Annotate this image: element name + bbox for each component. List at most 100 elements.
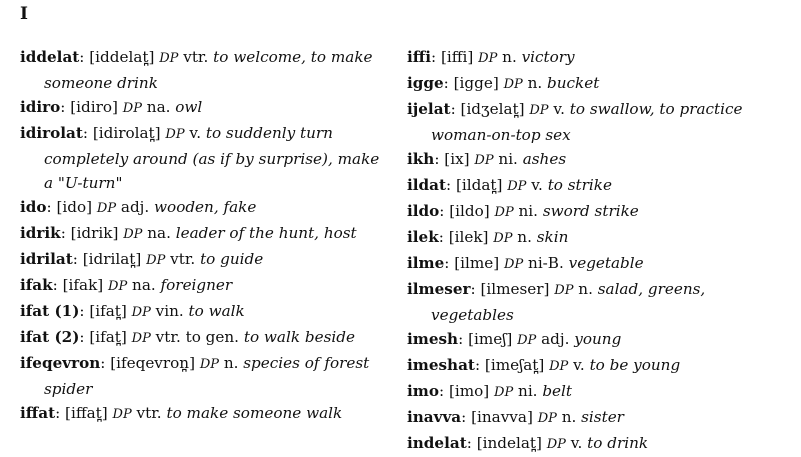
- entry-pronunciation: [idiro]: [70, 98, 118, 116]
- dictionary-entry: ifat (1): [ifat̪] DP vin. to walk: [20, 302, 245, 320]
- entry-pronunciation: [igge]: [453, 74, 499, 92]
- entry-source: DP: [549, 359, 569, 374]
- entry-gloss: species of forest spider: [44, 354, 370, 398]
- entry-headword: ildo: [407, 202, 440, 220]
- entry-part-of-speech: v.: [189, 124, 202, 142]
- entry-gloss: to guide: [200, 250, 264, 268]
- entry-source: DP: [537, 411, 557, 426]
- entry-source: DP: [131, 331, 151, 346]
- entry-headword: ikh: [407, 150, 435, 168]
- entry-source: DP: [123, 227, 143, 242]
- entry-source: DP: [112, 407, 132, 422]
- entry-source: DP: [504, 257, 524, 272]
- entry-pronunciation: [iddelat̪]: [89, 48, 155, 66]
- entry-pronunciation: [imo]: [448, 382, 490, 400]
- entry-pronunciation: [ido]: [56, 198, 93, 216]
- entry-source: DP: [131, 305, 151, 320]
- entry-source: DP: [165, 127, 185, 142]
- entry-headword: imeshat: [407, 356, 475, 374]
- entry-part-of-speech: v.: [573, 356, 585, 374]
- entry-pronunciation: [idirolat̪]: [92, 124, 161, 142]
- entry-pronunciation: [imeʃat̪]: [484, 356, 545, 374]
- entry-headword: ildat: [407, 176, 447, 194]
- left-column: iddelat: [iddelat̪] DP vtr. to welcome, …: [20, 45, 393, 427]
- entry-gloss: bucket: [547, 74, 600, 92]
- entry-gloss: sword strike: [542, 202, 639, 220]
- entry-pronunciation: [ilmeser]: [480, 280, 550, 298]
- entry-pronunciation: [ifeqevron̪]: [110, 354, 195, 372]
- entry-part-of-speech: v.: [531, 176, 543, 194]
- entry-headword: idrik: [20, 224, 61, 242]
- entry-headword: ilek: [407, 228, 439, 246]
- entry-headword: idrilat: [20, 250, 73, 268]
- entry-source: DP: [517, 333, 537, 348]
- entry-pronunciation: [ix]: [444, 150, 470, 168]
- entry-gloss: owl: [175, 98, 203, 116]
- entry-part-of-speech: adj.: [120, 198, 150, 216]
- dictionary-entry: ido: [ido] DP adj. wooden, fake: [20, 198, 257, 216]
- entry-source: DP: [474, 153, 494, 168]
- entry-source: DP: [108, 279, 128, 294]
- entry-headword: ido: [20, 198, 47, 216]
- entry-gloss-plain: to gen.: [185, 328, 240, 346]
- entry-pronunciation: [ilek]: [448, 228, 489, 246]
- entry-pronunciation: [idrilat̪]: [82, 250, 142, 268]
- section-letter: I: [20, 4, 28, 24]
- entry-gloss: to strike: [547, 176, 612, 194]
- entry-pronunciation: [imeʃ]: [468, 330, 513, 348]
- entry-part-of-speech: n.: [561, 408, 577, 426]
- entry-part-of-speech: vtr.: [170, 250, 196, 268]
- right-column: iffi: [iffi] DP n. victory igge: [igge] D…: [407, 45, 787, 457]
- entry-source: DP: [507, 179, 527, 194]
- entry-headword: ilme: [407, 254, 445, 272]
- entry-source: DP: [494, 385, 514, 400]
- entry-part-of-speech: ni.: [498, 150, 518, 168]
- entry-gloss: belt: [542, 382, 572, 400]
- entry-pronunciation: [indelat̪]: [476, 434, 542, 452]
- entry-part-of-speech: n.: [578, 280, 593, 298]
- entry-pronunciation: [ilme]: [454, 254, 500, 272]
- entry-gloss: foreigner: [160, 276, 233, 294]
- entry-source: DP: [503, 77, 523, 92]
- entry-pronunciation: [ifat̪]: [89, 328, 127, 346]
- entry-pronunciation: [ifak]: [62, 276, 104, 294]
- entry-gloss: to suddenly turn completely around (as i…: [44, 124, 380, 192]
- entry-headword: ilmeser: [407, 280, 471, 298]
- entry-part-of-speech: n.: [527, 74, 543, 92]
- entry-headword: iffat: [20, 404, 56, 422]
- entry-part-of-speech: na.: [147, 224, 171, 242]
- entry-headword: iffi: [407, 48, 432, 66]
- dictionary-entry: idrilat: [idrilat̪] DP vtr. to guide: [20, 250, 264, 268]
- dictionary-entry: ilmeser: [ilmeser] DP n. salad, greens, …: [407, 280, 706, 324]
- entry-gloss: salad, greens, vegetables: [431, 280, 706, 324]
- dictionary-entry: ildat: [ildat̪] DP v. to strike: [407, 176, 612, 194]
- dictionary-entry: imeshat: [imeʃat̪] DP v. to be young: [407, 356, 681, 374]
- entry-headword: ijelat: [407, 100, 451, 118]
- entry-source: DP: [478, 51, 498, 66]
- entry-gloss: to walk beside: [243, 328, 355, 346]
- dictionary-entry: idrik: [idrik] DP na. leader of the hunt…: [20, 224, 357, 242]
- dictionary-entry: idiro: [idiro] DP na. owl: [20, 98, 203, 116]
- entry-part-of-speech: vin.: [155, 302, 184, 320]
- dictionary-entry: ilme: [ilme] DP ni-B. vegetable: [407, 254, 644, 272]
- entry-headword: igge: [407, 74, 444, 92]
- entry-headword: imesh: [407, 330, 459, 348]
- dictionary-entry: iddelat: [iddelat̪] DP vtr. to welcome, …: [20, 48, 373, 92]
- entry-part-of-speech: vtr.: [183, 48, 209, 66]
- entry-pronunciation: [iffat̪]: [65, 404, 108, 422]
- entry-gloss: sister: [581, 408, 624, 426]
- entry-pronunciation: [iffi]: [440, 48, 474, 66]
- entry-part-of-speech: n.: [502, 48, 517, 66]
- entry-pronunciation: [ildat̪]: [455, 176, 503, 194]
- entry-pronunciation: [ildo]: [449, 202, 490, 220]
- dictionary-entry: indelat: [indelat̪] DP v. to drink: [407, 434, 649, 452]
- entry-part-of-speech: adj.: [541, 330, 570, 348]
- entry-gloss: leader of the hunt, host: [175, 224, 357, 242]
- entry-part-of-speech: n.: [517, 228, 532, 246]
- dictionary-entry: ifak: [ifak] DP na. foreigner: [20, 276, 233, 294]
- entry-pronunciation: [ifat̪]: [89, 302, 127, 320]
- entry-source: DP: [146, 253, 166, 268]
- dictionary-entry: ijelat: [idʒelat̪] DP v. to swallow, to …: [407, 100, 743, 144]
- entry-headword: iddelat: [20, 48, 80, 66]
- dictionary-entry: ilek: [ilek] DP n. skin: [407, 228, 569, 246]
